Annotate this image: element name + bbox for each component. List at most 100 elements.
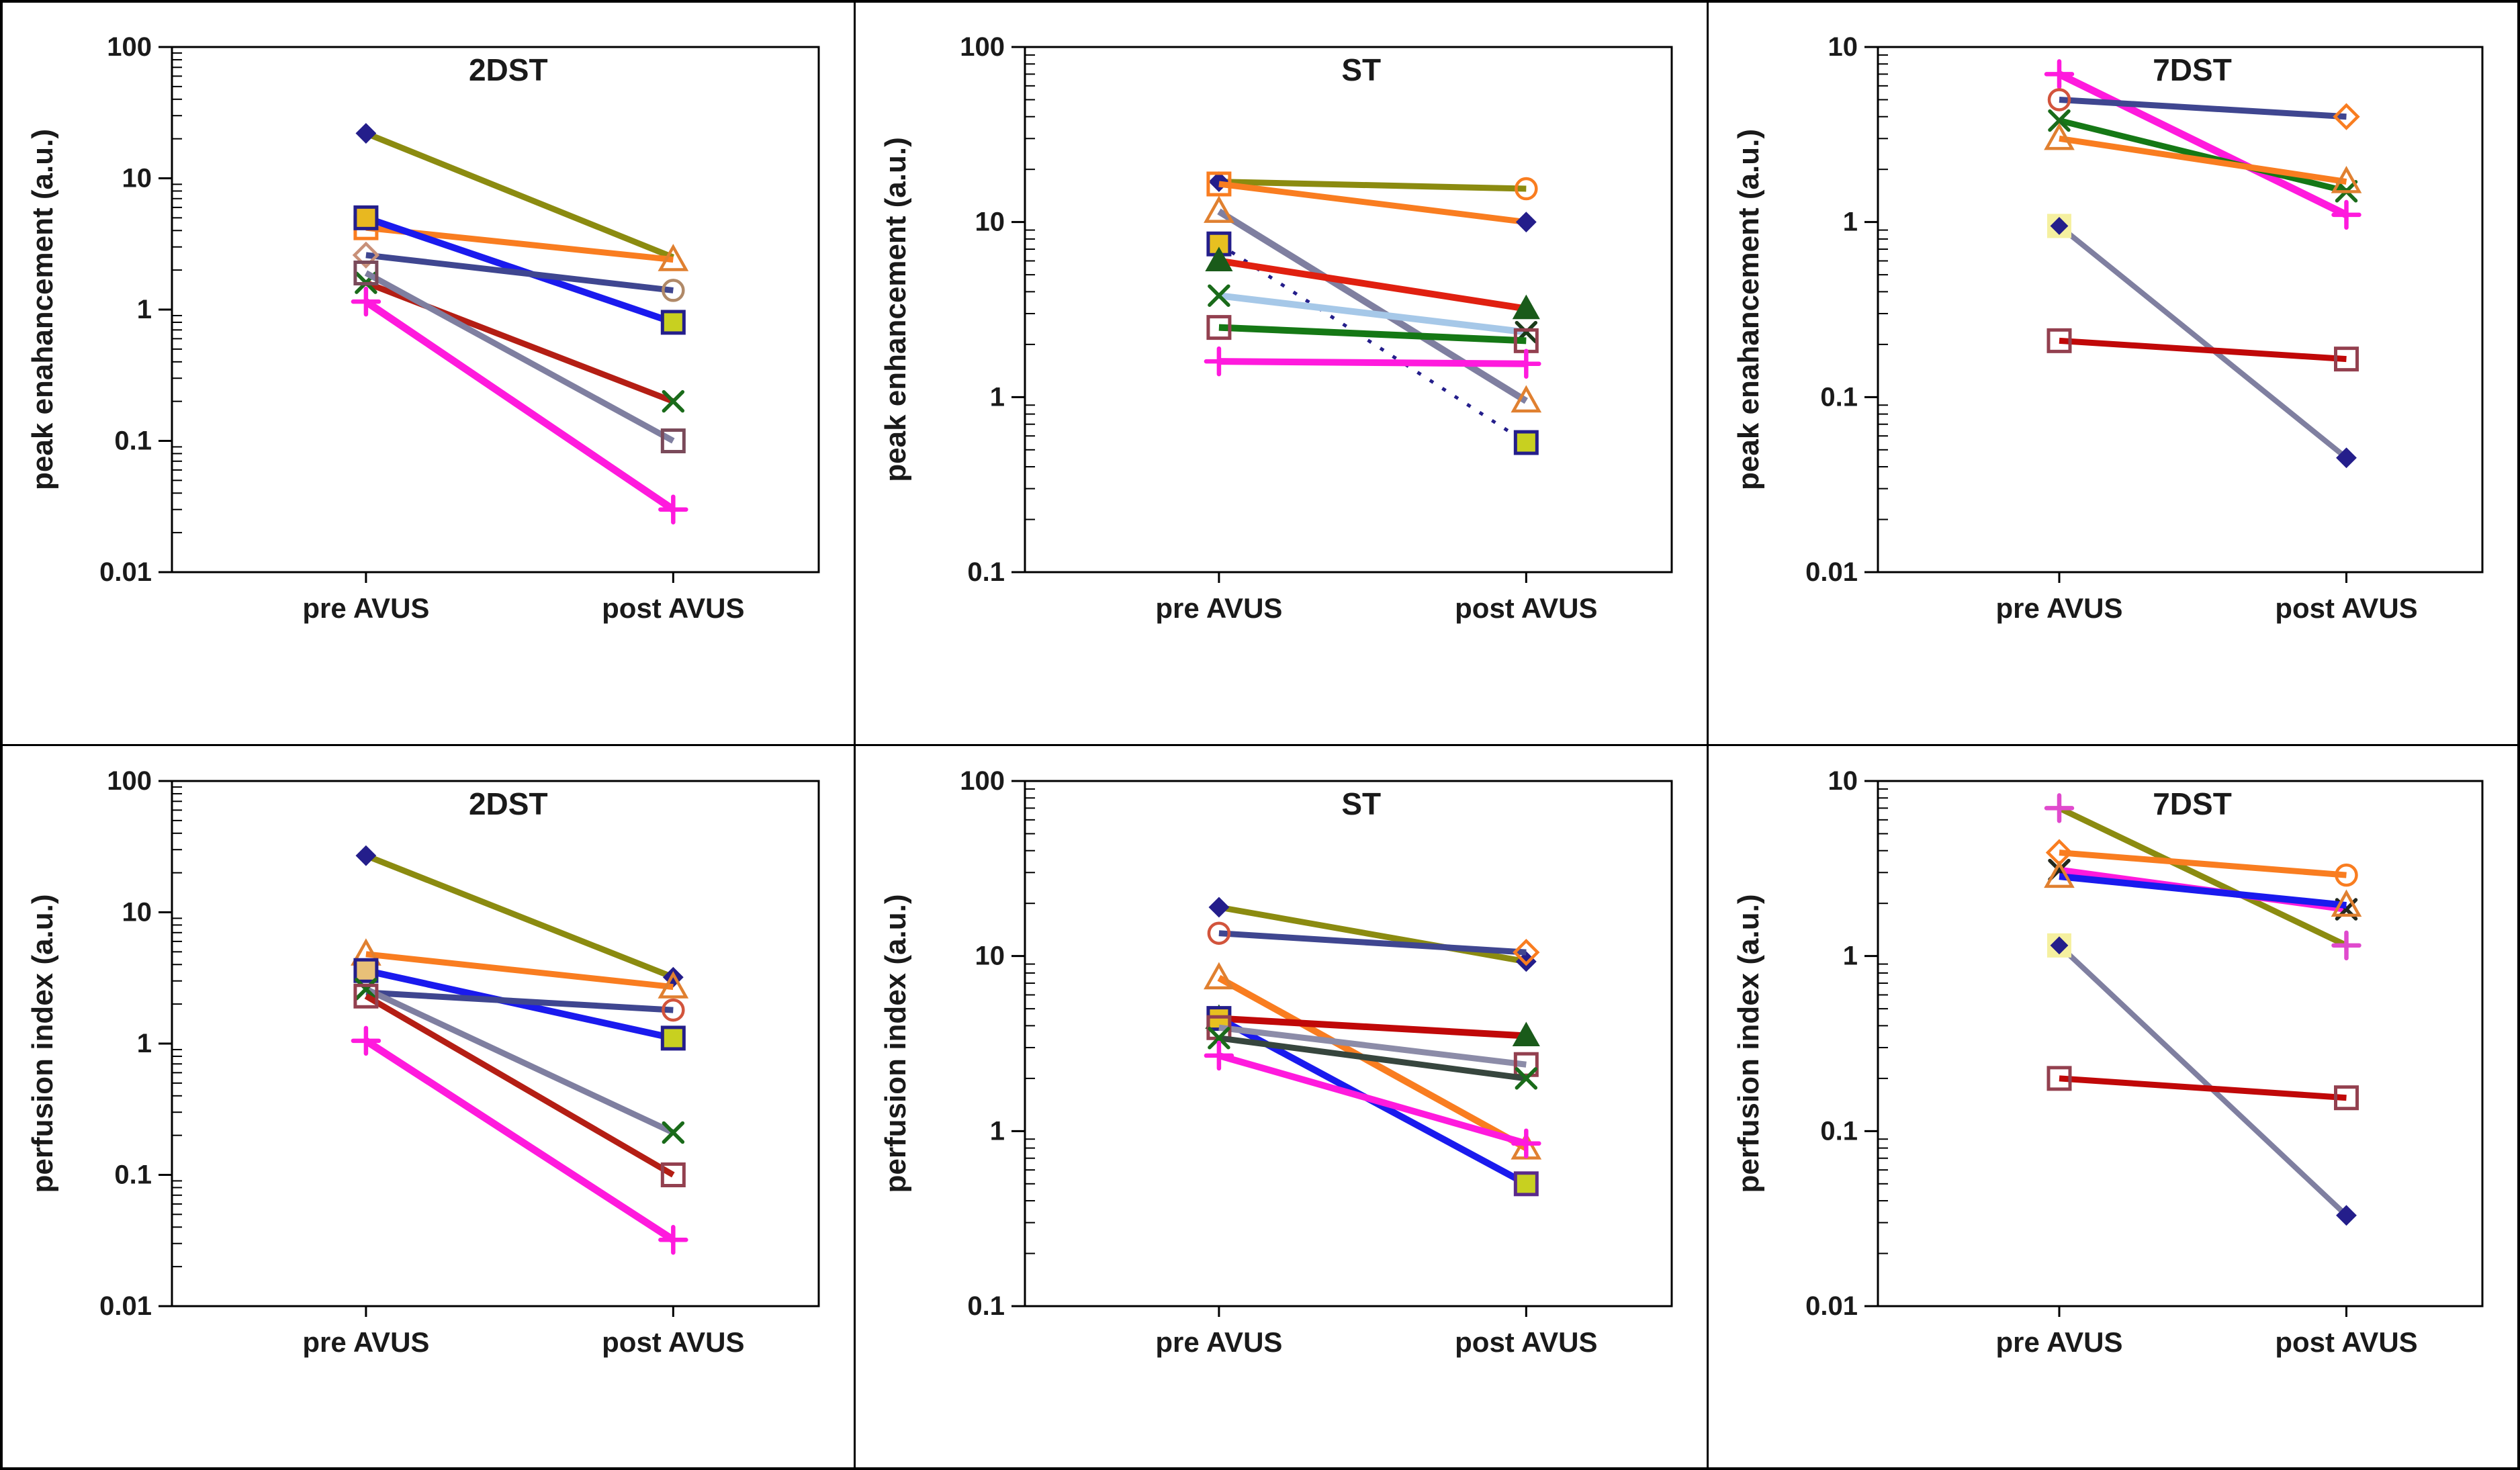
chart-panel-7dst-perfusion-index: 10 1 0.1 0.01 pre AVUS post AVUS 7DST perfusion… [1709,746,2517,1467]
y-axis-label: peak enahancement (a.u.) [26,129,59,490]
series-marker [662,389,685,413]
series-line [1218,1015,1527,1040]
series-marker [1515,1067,1538,1090]
series-line [364,993,675,1178]
chart-svg: 10 1 0.1 0.01 pre AVUS post AVUS 7DST peak enah… [1732,32,2484,624]
series-marker [1206,315,1232,340]
series-marker [660,1025,686,1051]
series-line [364,270,675,444]
series-marker [1512,294,1540,320]
series-marker [1208,284,1230,307]
y-tick-label: 1 [990,1116,1005,1146]
series-marker [2046,328,2072,353]
series-marker [2331,199,2361,230]
series-line [1218,181,1527,226]
x-category-label: pre AVUS [1155,1326,1282,1358]
y-tick-label: 100 [960,766,1005,796]
x-category-label: pre AVUS [1995,592,2122,624]
chart-panel-2dst-perfusion-index: 100 10 1 0.1 0.01 pre AVUS post AVUS 2DST perfus… [3,746,856,1467]
series-line [364,986,675,1136]
x-category-label: pre AVUS [302,1326,429,1358]
y-tick-label: 10 [122,898,152,927]
series-marker [2044,793,2075,823]
series-line [2057,943,2349,1218]
panel-title: ST [1341,52,1381,87]
chart-svg: 100 10 1 0.1 pre AVUS post AVUS ST peak enhance… [879,32,1673,624]
series-marker [2048,109,2071,132]
series-marker [2047,88,2071,111]
series-line [363,298,676,513]
plot-box [1024,46,1673,573]
chart-grid: 100 10 1 0.1 0.01 pre AVUS post AVUS 2DST peak e… [3,3,2517,1467]
y-tick-label: 1 [990,382,1005,412]
plot-box [171,780,820,1307]
y-axis-label: perfusion index (a.u.) [879,894,912,1193]
series-marker [351,1025,381,1056]
series-line [1218,242,1527,445]
y-tick-label: 0.1 [114,1160,152,1190]
series-line [1217,974,1528,1151]
chart-panel-2dst-peak-enhancement: 100 10 1 0.1 0.01 pre AVUS post AVUS 2DST peak e… [3,3,856,746]
series-marker [658,494,688,524]
x-category-label: post AVUS [602,1326,744,1358]
series-marker [1511,385,1542,413]
series-marker [658,244,689,271]
series-marker [1513,1171,1539,1197]
series-marker [1511,349,1541,379]
series-line [1218,324,1527,344]
series-marker [353,958,379,983]
series-marker [353,983,379,1009]
chart-panel-st-peak-enhancement: 100 10 1 0.1 pre AVUS post AVUS ST peak enhance… [856,3,1709,746]
series-line [365,852,674,980]
series-marker [1515,951,1537,972]
y-tick-label: 0.1 [1820,1116,1858,1146]
series-marker [1208,897,1230,918]
panel-title: 2DST [469,52,548,87]
series-marker [2334,347,2359,372]
y-tick-label: 100 [960,32,1005,62]
plot-box [1877,780,2484,1307]
series-marker [2044,59,2075,89]
series-marker [351,286,381,317]
x-category-label: post AVUS [2275,1326,2417,1358]
series-marker [662,279,685,302]
series-line [365,130,675,261]
x-category-label: post AVUS [1455,592,1597,624]
series-marker [2047,933,2071,958]
series-marker [1207,921,1231,945]
series-marker [355,123,377,144]
y-tick-label: 0.1 [1820,382,1858,412]
y-tick-label: 0.01 [99,557,152,587]
y-tick-label: 0.1 [114,426,152,456]
series-marker [2336,447,2357,469]
series-marker [2044,122,2075,150]
series-marker [2336,1205,2357,1226]
series-marker [658,1224,688,1255]
y-tick-label: 1 [137,1029,152,1058]
series-line [2057,71,2348,218]
series-line [1218,1035,1527,1082]
chart-svg: 100 10 1 0.1 pre AVUS post AVUS ST perfusion in… [879,766,1673,1358]
series-line [1218,1052,1527,1147]
series-line [2059,873,2347,909]
y-axis-label: perfusion index (a.u.) [1732,894,1765,1193]
chart-panel-7dst-peak-enhancement: 10 1 0.1 0.01 pre AVUS post AVUS 7DST peak enah… [1709,3,2517,746]
x-category-label: pre AVUS [302,592,429,624]
y-tick-label: 1 [137,295,152,324]
series-marker [1204,195,1234,223]
series-line [365,967,674,1042]
series-marker [2046,1066,2072,1091]
series-line [363,1038,676,1243]
series-line [1217,208,1528,404]
series-marker [2044,860,2075,888]
y-tick-label: 10 [1828,766,1858,796]
series-marker [352,241,380,269]
series-marker [2335,863,2358,887]
series-marker [662,998,685,1022]
panel-title: 7DST [2153,52,2232,87]
x-category-label: post AVUS [1455,1326,1597,1358]
series-marker [1206,231,1232,257]
panel-title: 2DST [469,786,548,821]
series-marker [1205,246,1233,272]
series-line [1218,292,1527,336]
